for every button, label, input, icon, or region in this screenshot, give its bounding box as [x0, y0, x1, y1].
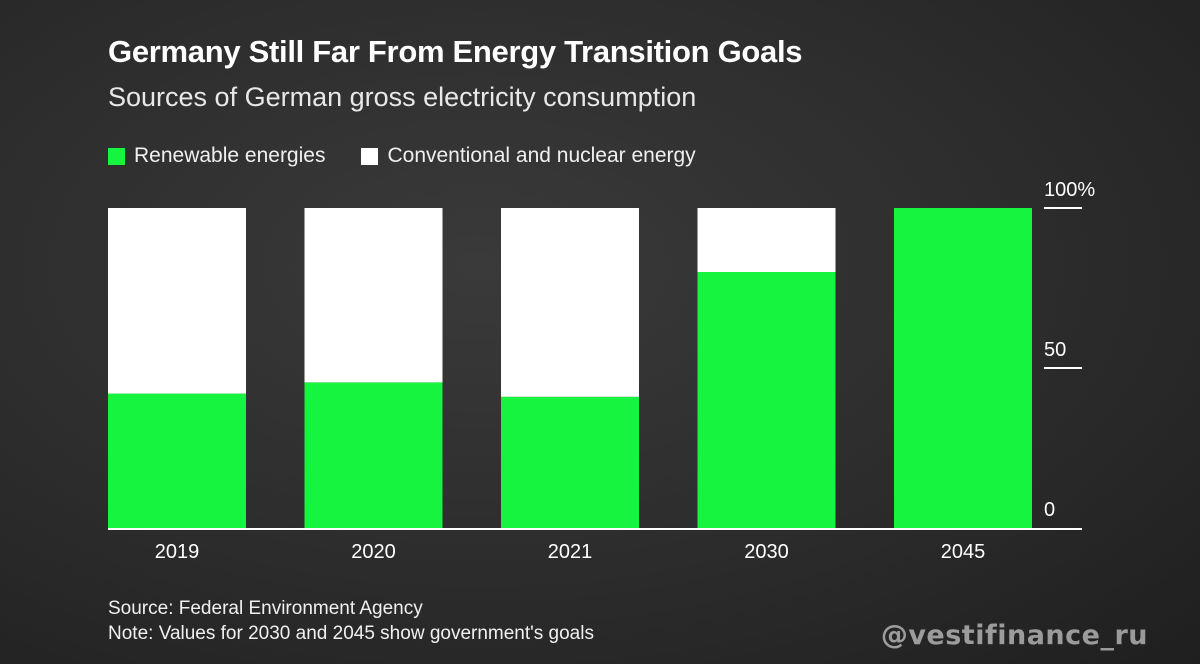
y-tick-label-50: 50: [1044, 339, 1066, 361]
x-tick-label-2045: 2045: [941, 541, 986, 563]
x-tick-label-2021: 2021: [548, 541, 593, 563]
bar-2020-conventional: [304, 208, 443, 383]
y-tick-label-0: 0: [1044, 499, 1055, 521]
chart-footer: Source: Federal Environment Agency Note:…: [108, 596, 594, 646]
x-tick-label-2030: 2030: [744, 541, 789, 563]
bar-2030-conventional: [697, 208, 836, 272]
y-tick-label-100: 100%: [1044, 179, 1095, 201]
chart-legend: Renewable energies Conventional and nucl…: [108, 144, 732, 168]
x-tick-label-2019: 2019: [155, 541, 200, 563]
chart-title: Germany Still Far From Energy Transition…: [108, 34, 803, 69]
bar-2019-renewable: [108, 393, 246, 528]
bar-2021-renewable: [501, 396, 639, 528]
legend-item-conventional: Conventional and nuclear energy: [361, 144, 696, 168]
bar-2019-conventional: [108, 208, 246, 394]
bar-2030-renewable: [697, 272, 836, 528]
bar-2045-renewable: [894, 208, 1032, 528]
chart-subtitle: Sources of German gross electricity cons…: [108, 82, 697, 112]
legend-swatch-renewable: [108, 147, 125, 165]
watermark: @vestifinance_ru: [880, 620, 1148, 651]
legend-swatch-conventional: [361, 147, 379, 165]
x-tick-label-2020: 2020: [351, 541, 396, 563]
legend-item-renewable: Renewable energies: [108, 144, 325, 168]
legend-label-conventional: Conventional and nuclear energy: [387, 144, 696, 167]
bar-2020-renewable: [304, 382, 443, 528]
bar-2021-conventional: [501, 208, 639, 397]
goal-note: Note: Values for 2030 and 2045 show gove…: [108, 623, 594, 644]
legend-label-renewable: Renewable energies: [134, 144, 326, 167]
source-note: Source: Federal Environment Agency: [108, 598, 423, 619]
